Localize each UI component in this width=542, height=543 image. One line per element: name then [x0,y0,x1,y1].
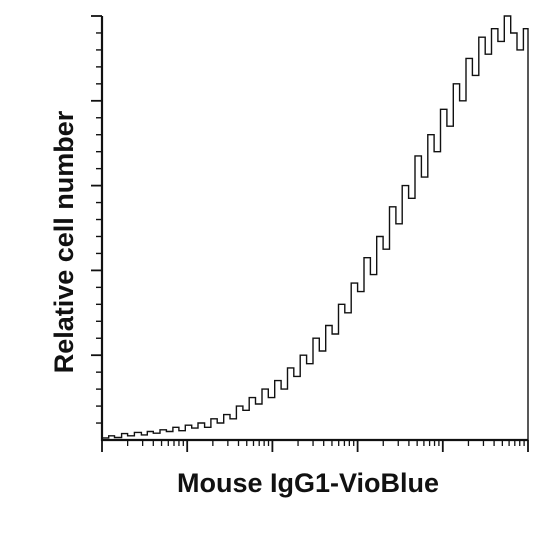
series-layer [102,15,529,440]
y-axis-label: Relative cell number [49,110,79,373]
histogram-series-line [102,15,529,440]
y-axis-ticks [91,15,102,424]
plot-frame [100,16,528,442]
x-axis-label: Mouse IgG1-VioBlue [177,468,439,498]
x-axis-ticks [101,440,529,452]
